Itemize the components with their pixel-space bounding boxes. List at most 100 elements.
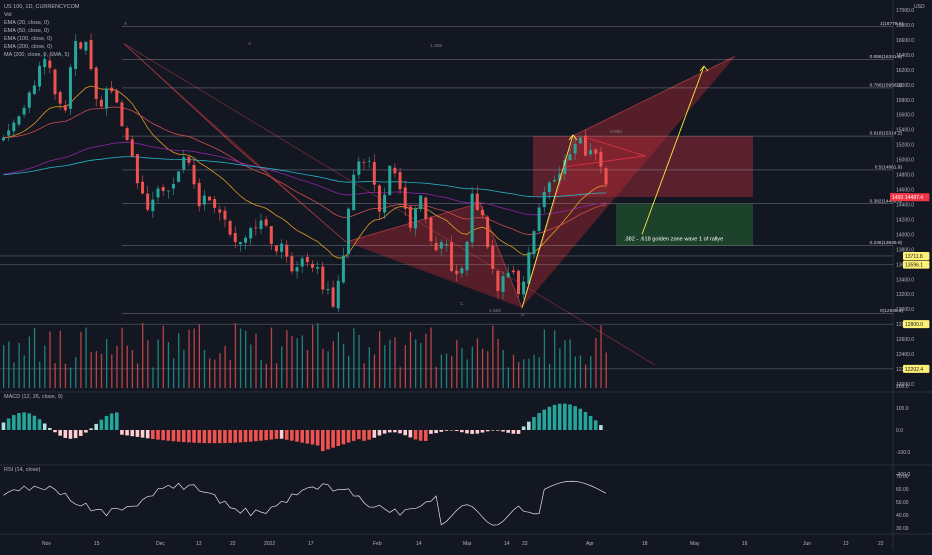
macd-hist-bar <box>326 430 330 449</box>
volume-bar <box>168 342 169 388</box>
volume-bar <box>436 367 437 388</box>
macd-hist-bar <box>33 416 37 430</box>
time-tick-label: 18 <box>642 541 648 547</box>
volume-bar <box>482 349 483 388</box>
macd-hist-bar <box>228 430 232 443</box>
macd-hist-bar <box>342 430 346 444</box>
candle <box>486 215 489 249</box>
candle-body <box>409 207 412 228</box>
candle-body <box>90 40 93 69</box>
candle-body <box>64 105 67 110</box>
macd-hist-bar <box>2 423 6 430</box>
candle-body <box>399 172 402 189</box>
volume-bar <box>374 354 375 388</box>
time-tick-label: 2022 <box>264 541 275 547</box>
candle <box>136 154 139 189</box>
time-tick-label: 13 <box>196 541 202 547</box>
volume-bar <box>137 363 138 388</box>
candle <box>126 126 129 142</box>
candle <box>7 124 10 141</box>
candle-body <box>445 244 448 245</box>
time-tick-label: 14 <box>504 541 510 547</box>
macd-hist-bar <box>336 430 340 446</box>
indicator-ema20[interactable]: EMA (20, close, 0) <box>4 19 80 27</box>
macd-hist-bar <box>373 430 377 438</box>
volume-bar <box>70 367 71 388</box>
volume-bar <box>353 328 354 388</box>
volume-bar <box>230 360 231 388</box>
candle-body <box>404 187 407 208</box>
volume-bar <box>199 325 200 388</box>
macd-hist-bar <box>254 430 258 441</box>
volume-bar <box>456 340 457 388</box>
macd-pane[interactable]: MACD (12, 26, close, 9)200.0100.00.0-100… <box>2 384 911 478</box>
indicator-legend[interactable]: US 100, 1D, CURRENCYCOM Vol EMA (20, clo… <box>4 3 80 59</box>
volume-bar <box>147 340 148 388</box>
price-tick-label: 15600.0 <box>896 113 914 119</box>
volume-bar <box>467 359 468 388</box>
price-tick-label: 13400.0 <box>896 277 914 283</box>
candle-body <box>33 85 36 93</box>
candle <box>213 196 216 213</box>
volume-bar <box>307 350 308 388</box>
price-tick-label: 16400.0 <box>896 53 914 59</box>
candle-body <box>38 66 41 87</box>
macd-hist-bar <box>424 430 428 441</box>
macd-hist-bar <box>64 430 68 438</box>
candle-body <box>543 192 546 207</box>
price-tick-label: 17000.0 <box>896 8 914 14</box>
candle-body <box>393 168 396 173</box>
candle <box>373 154 376 191</box>
volume-bar <box>544 329 545 388</box>
macd-hist-bar <box>548 407 552 430</box>
indicator-ema50[interactable]: EMA (50, close, 0) <box>4 27 80 35</box>
macd-hist-bar <box>290 430 294 441</box>
macd-hist-bar <box>79 430 83 436</box>
fib-levels: 1(16778.5)0.886(16341.5)0.786(15958.2)0.… <box>0 21 904 369</box>
candle <box>90 33 93 71</box>
candle <box>218 206 221 221</box>
candle <box>95 66 98 107</box>
candle-body <box>481 210 484 215</box>
indicator-ma200[interactable]: MA (200, close, 0, SMA, 5) <box>4 51 80 59</box>
rsi-label: RSI (14, close) <box>4 467 41 473</box>
indicator-vol[interactable]: Vol <box>4 11 80 19</box>
candle-body <box>507 273 510 278</box>
candle <box>357 157 360 179</box>
volume-bar <box>461 348 462 388</box>
volume-bar <box>121 328 122 388</box>
price-badge: 12800.0 <box>903 320 929 328</box>
volume-bar <box>183 350 184 388</box>
candle <box>512 266 515 276</box>
macd-hist-bar <box>300 430 304 443</box>
time-tick-label: 22 <box>230 541 236 547</box>
volume-bar <box>173 358 174 388</box>
candle-body <box>290 256 293 271</box>
volume-bar <box>34 328 35 388</box>
candle-body <box>203 196 206 205</box>
candle-body <box>131 139 134 156</box>
macd-hist-bar <box>527 422 531 430</box>
volume-bar <box>400 367 401 388</box>
indicator-ema200[interactable]: EMA (200, close, 0) <box>4 43 80 51</box>
candle-body <box>95 68 98 99</box>
candle-body <box>296 267 299 271</box>
macd-hist-bar <box>517 430 521 434</box>
symbol-title[interactable]: US 100, 1D, CURRENCYCOM <box>4 3 80 11</box>
volume-bar <box>580 355 581 388</box>
candle-body <box>502 276 505 292</box>
candle-body <box>347 209 350 254</box>
candle <box>12 119 15 136</box>
candle <box>605 166 608 187</box>
volume-bar <box>49 331 50 388</box>
volume-bar <box>29 337 30 388</box>
indicator-ema100[interactable]: EMA (100, close, 0) <box>4 35 80 43</box>
volume-bar <box>570 339 571 388</box>
candle-body <box>311 264 314 268</box>
candle-body <box>218 209 221 212</box>
candlesticks[interactable] <box>2 33 608 311</box>
macd-hist-bar <box>584 412 588 430</box>
